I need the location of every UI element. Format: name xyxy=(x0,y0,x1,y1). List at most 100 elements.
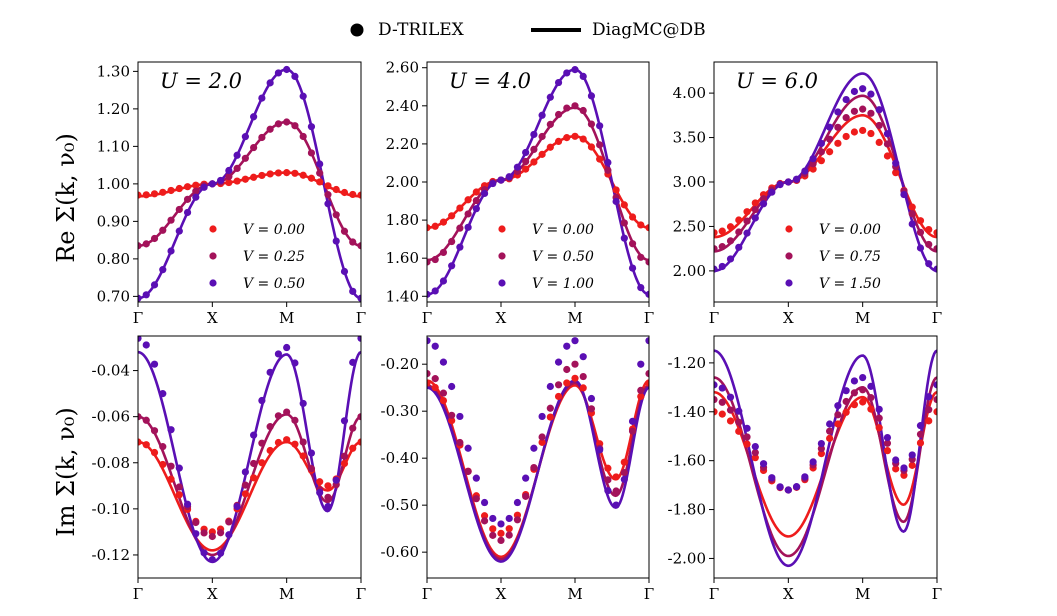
panel-2: 1.40 1.60 1.80 2.00 2.20 2.40 2.60 Γ X M Γ U = 4.0 V… xyxy=(386,59,655,327)
data-point xyxy=(142,441,150,449)
data-point xyxy=(809,458,817,466)
data-point xyxy=(150,427,159,435)
data-point xyxy=(530,158,538,166)
data-point xyxy=(916,422,925,430)
data-point xyxy=(159,460,167,469)
data-point xyxy=(192,518,200,527)
data-point xyxy=(892,456,900,464)
data-point xyxy=(472,196,480,205)
data-point xyxy=(138,336,142,342)
data-point xyxy=(859,398,867,406)
panel-annotation: U = 4.0 xyxy=(449,69,531,93)
data-point xyxy=(167,216,175,224)
x-tick-label: M xyxy=(567,585,582,603)
data-point xyxy=(299,399,307,408)
data-point xyxy=(571,337,579,345)
plot-area xyxy=(138,336,361,564)
y-tick-label: -0.08 xyxy=(92,454,130,472)
data-point xyxy=(612,487,620,495)
data-point xyxy=(817,439,825,448)
data-point xyxy=(427,337,431,345)
y-tick-label: -1.20 xyxy=(668,354,706,372)
data-point xyxy=(834,402,842,410)
data-point xyxy=(530,145,538,153)
data-point xyxy=(472,495,480,503)
data-point xyxy=(439,277,448,285)
data-point xyxy=(563,379,571,387)
data-point xyxy=(834,108,842,116)
legend-marker-icon xyxy=(350,23,364,37)
data-point xyxy=(233,164,241,173)
legend-marker xyxy=(209,279,217,287)
y-tick-label: -0.40 xyxy=(381,449,419,467)
data-point xyxy=(431,222,439,230)
data-point xyxy=(867,90,875,98)
data-point xyxy=(826,148,834,156)
data-point xyxy=(167,475,175,483)
data-point xyxy=(900,464,908,472)
data-point xyxy=(875,414,883,422)
data-point xyxy=(175,483,183,491)
data-point xyxy=(875,138,883,146)
data-point xyxy=(464,444,472,452)
data-point xyxy=(299,132,307,141)
data-point xyxy=(456,204,464,212)
data-point xyxy=(875,405,883,413)
data-point xyxy=(258,171,266,180)
data-point xyxy=(538,111,546,119)
legend-label: V = 0.50 xyxy=(532,249,594,265)
data-point xyxy=(258,439,266,447)
data-point xyxy=(340,452,349,460)
y-tick-label: 2.40 xyxy=(386,97,419,115)
data-point xyxy=(809,155,817,163)
x-tick-label: Γ xyxy=(932,585,942,603)
data-point xyxy=(916,228,925,236)
series-line xyxy=(714,376,937,558)
data-point xyxy=(464,223,472,231)
data-point xyxy=(792,175,801,183)
data-point xyxy=(200,183,208,191)
data-point xyxy=(316,169,324,177)
data-point xyxy=(241,481,249,489)
data-point xyxy=(925,240,933,249)
data-point xyxy=(735,243,743,251)
data-point xyxy=(299,171,307,179)
data-point xyxy=(768,474,776,482)
data-point xyxy=(817,139,825,148)
data-point xyxy=(150,190,159,198)
x-tick-label: M xyxy=(279,309,294,327)
plot-area xyxy=(427,66,649,298)
data-point xyxy=(538,412,546,421)
data-point xyxy=(834,420,842,428)
data-point xyxy=(448,382,456,391)
data-point xyxy=(892,159,900,167)
data-point xyxy=(241,468,249,476)
data-point xyxy=(225,531,233,539)
data-point xyxy=(233,502,241,511)
data-point xyxy=(489,531,497,539)
y-tick-label: 3.00 xyxy=(673,173,706,191)
data-point xyxy=(505,525,513,533)
data-point xyxy=(283,436,291,444)
x-tick-label: X xyxy=(496,585,507,603)
data-point xyxy=(596,446,604,454)
data-point xyxy=(726,237,735,245)
data-point xyxy=(563,69,571,77)
data-point xyxy=(357,413,361,421)
data-point xyxy=(513,516,522,524)
data-point xyxy=(859,105,867,113)
y-tick-label: 1.60 xyxy=(386,249,419,267)
x-tick-label: X xyxy=(783,309,794,327)
data-point xyxy=(472,474,480,482)
y-tick-label: -0.04 xyxy=(92,362,130,380)
plot-area xyxy=(138,65,361,302)
x-tick-label: M xyxy=(855,309,870,327)
data-point xyxy=(138,294,142,302)
data-point xyxy=(183,195,192,203)
y-tick-label: 1.30 xyxy=(97,62,130,80)
data-point xyxy=(274,412,283,420)
data-point xyxy=(208,532,216,541)
data-point xyxy=(258,133,266,142)
data-point xyxy=(538,150,546,158)
y-tick-label: -0.30 xyxy=(381,402,419,420)
